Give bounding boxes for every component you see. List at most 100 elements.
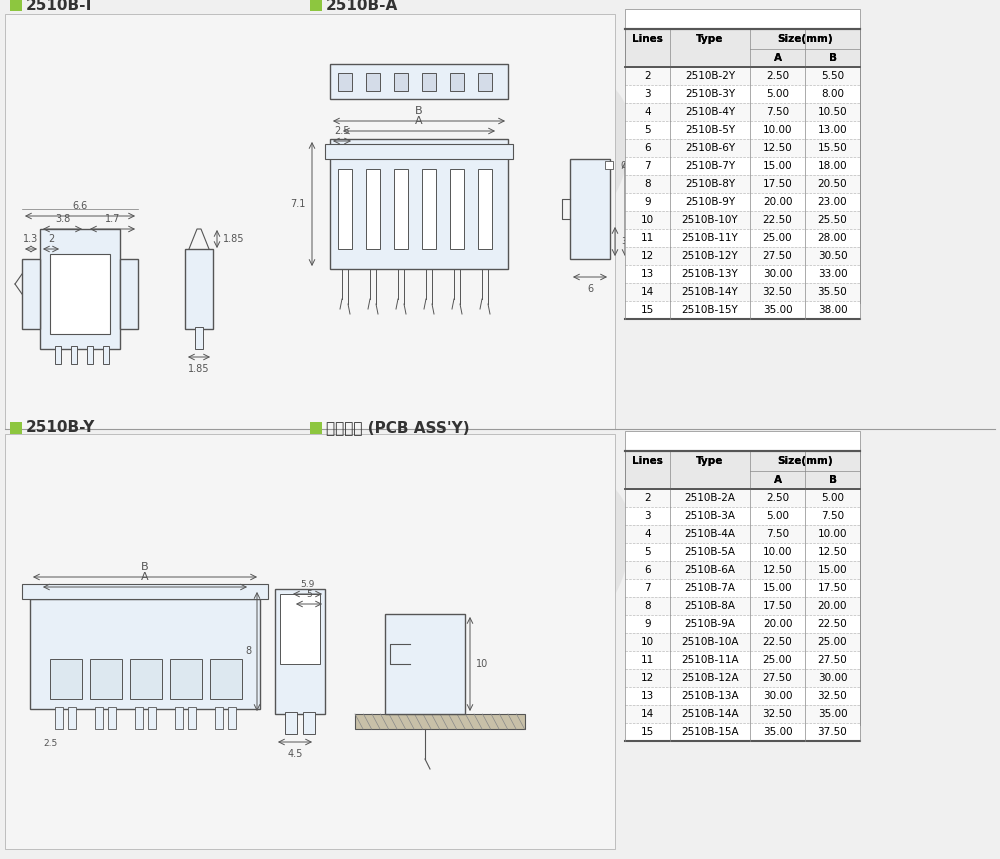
Text: 1.7: 1.7 xyxy=(105,214,120,224)
Text: 22.50: 22.50 xyxy=(763,637,792,647)
Text: 2510B-5Y: 2510B-5Y xyxy=(685,125,735,135)
Text: 2510B-15Y: 2510B-15Y xyxy=(682,305,738,315)
Text: 2510B-4Y: 2510B-4Y xyxy=(685,107,735,117)
Text: Lines: Lines xyxy=(632,34,663,44)
Text: 4: 4 xyxy=(644,529,651,539)
Text: 7.50: 7.50 xyxy=(821,511,844,521)
Text: 7.50: 7.50 xyxy=(766,107,789,117)
Text: 2510B-9Y: 2510B-9Y xyxy=(685,197,735,207)
Bar xyxy=(87,346,93,364)
Text: 1.85: 1.85 xyxy=(188,364,210,374)
Text: 2510B-6Y: 2510B-6Y xyxy=(685,143,735,153)
Bar xyxy=(185,249,213,329)
Text: 2510B-14Y: 2510B-14Y xyxy=(682,287,738,297)
Bar xyxy=(625,633,860,651)
Text: A: A xyxy=(415,116,423,126)
Text: 15.00: 15.00 xyxy=(763,583,792,593)
Text: 2510B-8Y: 2510B-8Y xyxy=(685,179,735,189)
Bar xyxy=(5,14,615,429)
Text: 2510B-12A: 2510B-12A xyxy=(681,673,739,683)
Text: D: D xyxy=(422,58,638,301)
Bar xyxy=(625,103,860,121)
Bar xyxy=(188,707,196,729)
Text: 6: 6 xyxy=(644,565,651,575)
Text: 17.50: 17.50 xyxy=(818,583,847,593)
Bar xyxy=(394,73,408,91)
Text: 28.00: 28.00 xyxy=(818,233,847,243)
Bar xyxy=(625,597,860,615)
Text: 2510B-14A: 2510B-14A xyxy=(681,709,739,719)
Text: 12.50: 12.50 xyxy=(763,565,792,575)
Bar xyxy=(625,561,860,579)
Bar xyxy=(366,169,380,249)
Text: 25.00: 25.00 xyxy=(818,637,847,647)
Bar xyxy=(170,659,202,699)
Text: 5.50: 5.50 xyxy=(821,71,844,81)
Bar xyxy=(385,614,465,714)
Text: 14: 14 xyxy=(641,709,654,719)
Text: 6: 6 xyxy=(644,143,651,153)
Text: 11: 11 xyxy=(641,233,654,243)
Text: 30.50: 30.50 xyxy=(818,251,847,261)
Text: 2510B-T: 2510B-T xyxy=(26,0,95,13)
Text: Size(mm): Size(mm) xyxy=(777,456,833,466)
Text: 35.00: 35.00 xyxy=(763,727,792,737)
Bar xyxy=(22,584,268,599)
Bar xyxy=(195,327,203,349)
Bar xyxy=(625,157,860,175)
Text: 9: 9 xyxy=(644,197,651,207)
Text: 13: 13 xyxy=(641,691,654,701)
Text: 17.50: 17.50 xyxy=(763,601,792,611)
Bar xyxy=(50,254,110,334)
Text: 2510B-Y: 2510B-Y xyxy=(26,421,95,436)
Text: 3.8: 3.8 xyxy=(55,214,70,224)
Bar xyxy=(135,707,143,729)
Text: 13: 13 xyxy=(641,269,654,279)
Text: 30.00: 30.00 xyxy=(763,691,792,701)
Text: 30.00: 30.00 xyxy=(763,269,792,279)
Text: Size(mm): Size(mm) xyxy=(777,34,833,44)
Bar xyxy=(422,169,436,249)
Text: Type: Type xyxy=(696,34,724,44)
Text: 38.00: 38.00 xyxy=(818,305,847,315)
Text: 7.1: 7.1 xyxy=(631,204,645,214)
Text: 15: 15 xyxy=(641,727,654,737)
Text: 15.00: 15.00 xyxy=(763,161,792,171)
Bar xyxy=(210,659,242,699)
Text: 2510B-9A: 2510B-9A xyxy=(684,619,736,629)
Text: 6.6: 6.6 xyxy=(72,201,88,211)
Text: 1.3: 1.3 xyxy=(23,234,39,244)
Text: 2510B-7Y: 2510B-7Y xyxy=(685,161,735,171)
Bar xyxy=(450,169,464,249)
Bar xyxy=(625,687,860,705)
Bar xyxy=(303,712,315,734)
Text: A: A xyxy=(774,53,782,63)
Text: 25.00: 25.00 xyxy=(763,233,792,243)
Text: 12.50: 12.50 xyxy=(818,547,847,557)
Bar xyxy=(625,175,860,193)
Text: 2510B-4A: 2510B-4A xyxy=(684,529,736,539)
Bar xyxy=(625,489,860,507)
Bar xyxy=(55,346,61,364)
Text: 25.50: 25.50 xyxy=(818,215,847,225)
Text: 10: 10 xyxy=(641,637,654,647)
Text: 2: 2 xyxy=(644,493,651,503)
Text: 25.00: 25.00 xyxy=(763,655,792,665)
Bar xyxy=(330,64,508,99)
Text: 2510B-A: 2510B-A xyxy=(326,0,398,13)
Bar xyxy=(5,434,615,849)
Text: 10.50: 10.50 xyxy=(818,107,847,117)
Text: 10: 10 xyxy=(641,215,654,225)
Bar xyxy=(325,144,513,159)
Bar xyxy=(30,599,260,709)
Text: 32.50: 32.50 xyxy=(818,691,847,701)
Text: 12: 12 xyxy=(641,251,654,261)
Bar xyxy=(338,169,352,249)
Text: 2510B-8A: 2510B-8A xyxy=(684,601,736,611)
Text: D: D xyxy=(122,58,338,301)
Text: 10: 10 xyxy=(476,659,488,669)
Text: 2510B-2Y: 2510B-2Y xyxy=(685,71,735,81)
Text: 安装尺寸 (PCB ASS'Y): 安装尺寸 (PCB ASS'Y) xyxy=(326,421,470,436)
Text: Size(mm): Size(mm) xyxy=(777,34,833,44)
Text: D: D xyxy=(122,458,338,700)
